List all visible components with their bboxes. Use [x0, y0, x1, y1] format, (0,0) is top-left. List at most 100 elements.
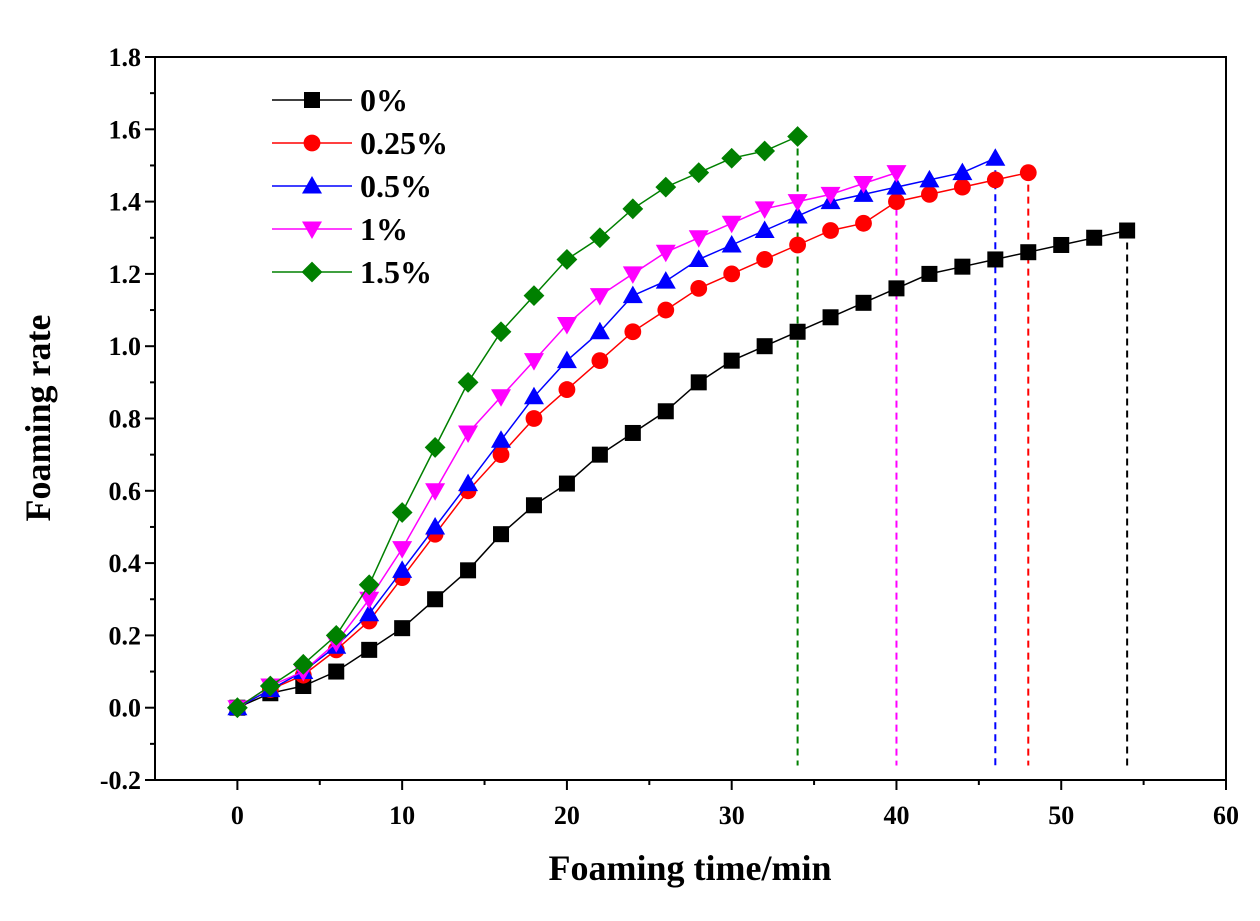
data-point-marker — [721, 215, 742, 234]
legend-entry: 0% — [272, 82, 408, 118]
series-1% — [227, 165, 907, 718]
data-point-marker — [493, 526, 510, 543]
data-point-marker — [655, 176, 677, 198]
data-point-marker — [556, 350, 577, 369]
ticks: 0 10 20 30 40 50 60 -0.2 0.0 0.2 0.4 0.6 0.8 1.0 1.2 1.… — [100, 43, 1239, 830]
legend-label: 0.5% — [360, 168, 432, 204]
data-point-marker — [394, 620, 411, 637]
data-point-marker — [787, 126, 808, 147]
legend-entry: 1.5% — [272, 254, 432, 290]
data-point-marker — [1086, 229, 1103, 246]
y-tick-label: 0.2 — [109, 621, 142, 650]
data-point-marker — [328, 663, 345, 680]
data-point-marker — [457, 371, 479, 393]
data-point-marker — [425, 516, 446, 535]
y-axis-title: Foaming rate — [18, 315, 58, 522]
legend-label: 1% — [360, 211, 408, 247]
data-point-marker — [591, 446, 608, 463]
data-point-marker — [953, 178, 971, 196]
data-point-marker — [822, 309, 839, 326]
data-point-marker — [855, 294, 872, 311]
data-point-marker — [458, 425, 479, 443]
x-tick-label: 0 — [231, 801, 244, 830]
y-tick-label: 0.0 — [109, 694, 142, 723]
data-point-marker — [789, 323, 806, 340]
data-point-marker — [361, 641, 378, 658]
data-point-marker — [491, 389, 512, 407]
data-point-marker — [624, 323, 642, 341]
data-point-marker — [589, 227, 611, 249]
data-point-marker — [624, 424, 641, 441]
data-point-marker — [302, 176, 322, 194]
data-point-marker — [789, 236, 806, 254]
data-point-marker — [688, 230, 709, 248]
data-point-marker — [589, 321, 610, 340]
data-point-marker — [424, 437, 446, 458]
data-point-marker — [523, 386, 544, 405]
data-point-marker — [304, 92, 320, 108]
y-tick-label: 1.8 — [109, 43, 142, 72]
data-point-marker — [259, 675, 281, 697]
data-series — [226, 126, 1136, 719]
data-point-marker — [853, 176, 874, 194]
data-point-marker — [886, 165, 907, 183]
data-point-marker — [292, 653, 314, 675]
data-point-marker — [721, 234, 742, 253]
data-point-marker — [888, 193, 905, 211]
x-tick-label: 60 — [1213, 801, 1239, 830]
data-point-marker — [622, 285, 643, 304]
y-tick-label: 1.0 — [109, 332, 142, 361]
data-point-marker — [754, 220, 775, 239]
data-point-marker — [756, 338, 773, 355]
y-tick-label: 0.6 — [109, 477, 142, 506]
data-point-marker — [556, 249, 578, 270]
data-point-marker — [226, 697, 248, 719]
data-point-marker — [622, 198, 644, 220]
x-tick-label: 40 — [883, 801, 909, 830]
data-point-marker — [325, 625, 347, 646]
data-point-marker — [1053, 236, 1070, 253]
data-point-marker — [688, 162, 710, 184]
legend-label: 1.5% — [360, 254, 432, 290]
data-point-marker — [723, 352, 740, 369]
data-point-marker — [822, 222, 839, 239]
legend-label: 0% — [360, 82, 408, 118]
data-point-marker — [556, 317, 577, 335]
x-tick-label: 50 — [1048, 801, 1074, 830]
series-0% — [229, 222, 1136, 716]
data-point-marker — [301, 261, 323, 283]
data-point-marker — [525, 410, 543, 427]
data-point-marker — [622, 266, 643, 284]
data-point-marker — [525, 497, 542, 514]
data-point-marker — [589, 288, 610, 306]
data-point-marker — [886, 177, 907, 195]
series-line — [237, 157, 996, 709]
data-point-marker — [492, 446, 510, 464]
data-point-marker — [787, 194, 808, 212]
y-tick-label: 1.4 — [109, 188, 142, 217]
data-point-marker — [952, 162, 973, 181]
data-point-marker — [491, 430, 512, 448]
legend-entry: 0.25% — [272, 125, 448, 161]
data-point-marker — [523, 285, 545, 306]
y-tick-label: -0.2 — [100, 766, 141, 795]
data-point-marker — [655, 244, 676, 263]
legend-entry: 1% — [272, 211, 408, 247]
data-point-marker — [359, 603, 380, 622]
data-point-marker — [358, 574, 380, 596]
data-point-marker — [985, 148, 1006, 166]
data-point-marker — [754, 140, 776, 162]
series-line — [237, 229, 1128, 709]
data-point-marker — [392, 560, 413, 578]
data-point-marker — [490, 321, 512, 343]
data-point-marker — [919, 169, 940, 188]
data-point-marker — [888, 280, 905, 297]
data-point-marker — [558, 381, 576, 398]
data-point-marker — [425, 483, 446, 501]
data-point-marker — [523, 353, 544, 371]
data-point-marker — [427, 591, 444, 608]
data-point-marker — [460, 562, 477, 579]
legend-label: 0.25% — [360, 125, 448, 161]
plot-frame — [154, 56, 1227, 781]
